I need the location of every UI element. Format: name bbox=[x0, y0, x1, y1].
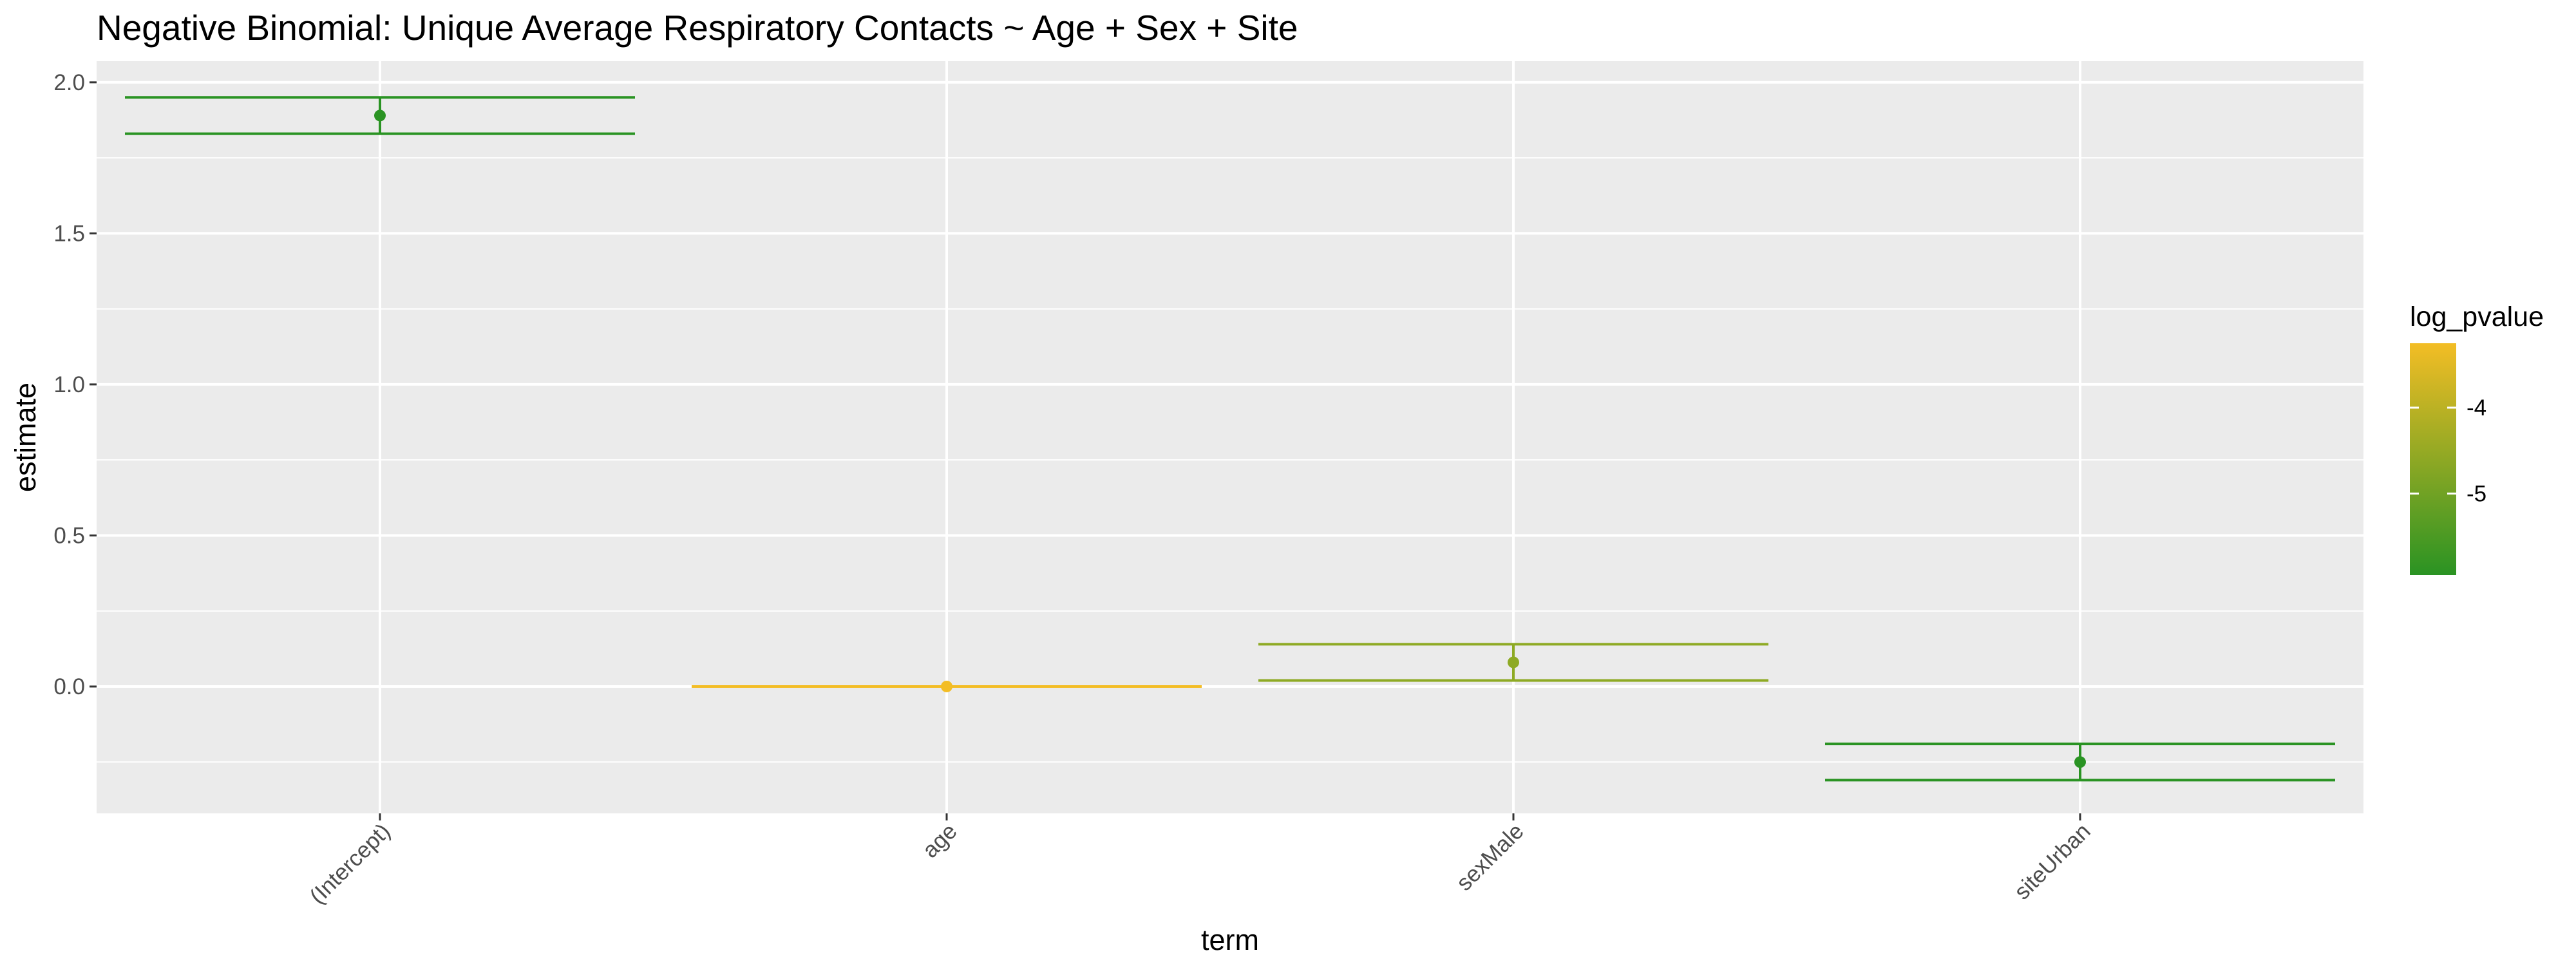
estimate-point bbox=[941, 680, 952, 692]
y-tick-label: 0.5 bbox=[53, 523, 85, 548]
y-tick-label: 2.0 bbox=[53, 70, 85, 95]
estimate-point bbox=[2074, 756, 2086, 768]
color-legend: log_pvalue -4 -5 bbox=[2410, 301, 2544, 575]
y-axis-title: estimate bbox=[9, 383, 42, 492]
errorbar-0 bbox=[125, 96, 635, 135]
x-tick-label: age bbox=[918, 819, 962, 863]
y-tick-label: 1.5 bbox=[53, 221, 85, 246]
coefficient-marks bbox=[125, 96, 2335, 782]
x-axis: (Intercept) age sexMale siteUrban bbox=[305, 813, 2096, 909]
x-tick-label: (Intercept) bbox=[305, 819, 395, 909]
major-gridlines bbox=[97, 61, 2363, 813]
y-axis: 0.0 0.5 1.0 1.5 2.0 bbox=[53, 70, 97, 699]
errorbar-2 bbox=[1258, 643, 1768, 682]
x-tick-label: siteUrban bbox=[2009, 819, 2095, 904]
estimate-point bbox=[374, 109, 386, 122]
legend-tick-label: -4 bbox=[2467, 395, 2486, 421]
y-tick-label: 1.0 bbox=[53, 372, 85, 397]
y-tick-label: 0.0 bbox=[53, 674, 85, 699]
x-axis-title: term bbox=[1201, 923, 1259, 956]
legend-title: log_pvalue bbox=[2410, 301, 2544, 332]
chart-title: Negative Binomial: Unique Average Respir… bbox=[97, 8, 1298, 48]
x-tick-label: sexMale bbox=[1452, 819, 1529, 896]
estimate-point bbox=[1508, 656, 1519, 668]
errorbar-3 bbox=[1825, 743, 2335, 782]
legend-colorbar bbox=[2410, 343, 2456, 575]
plot-panel bbox=[97, 61, 2363, 813]
errorbar-1 bbox=[692, 680, 1202, 692]
minor-gridlines bbox=[97, 157, 2363, 763]
legend-tick-label: -5 bbox=[2467, 481, 2486, 506]
